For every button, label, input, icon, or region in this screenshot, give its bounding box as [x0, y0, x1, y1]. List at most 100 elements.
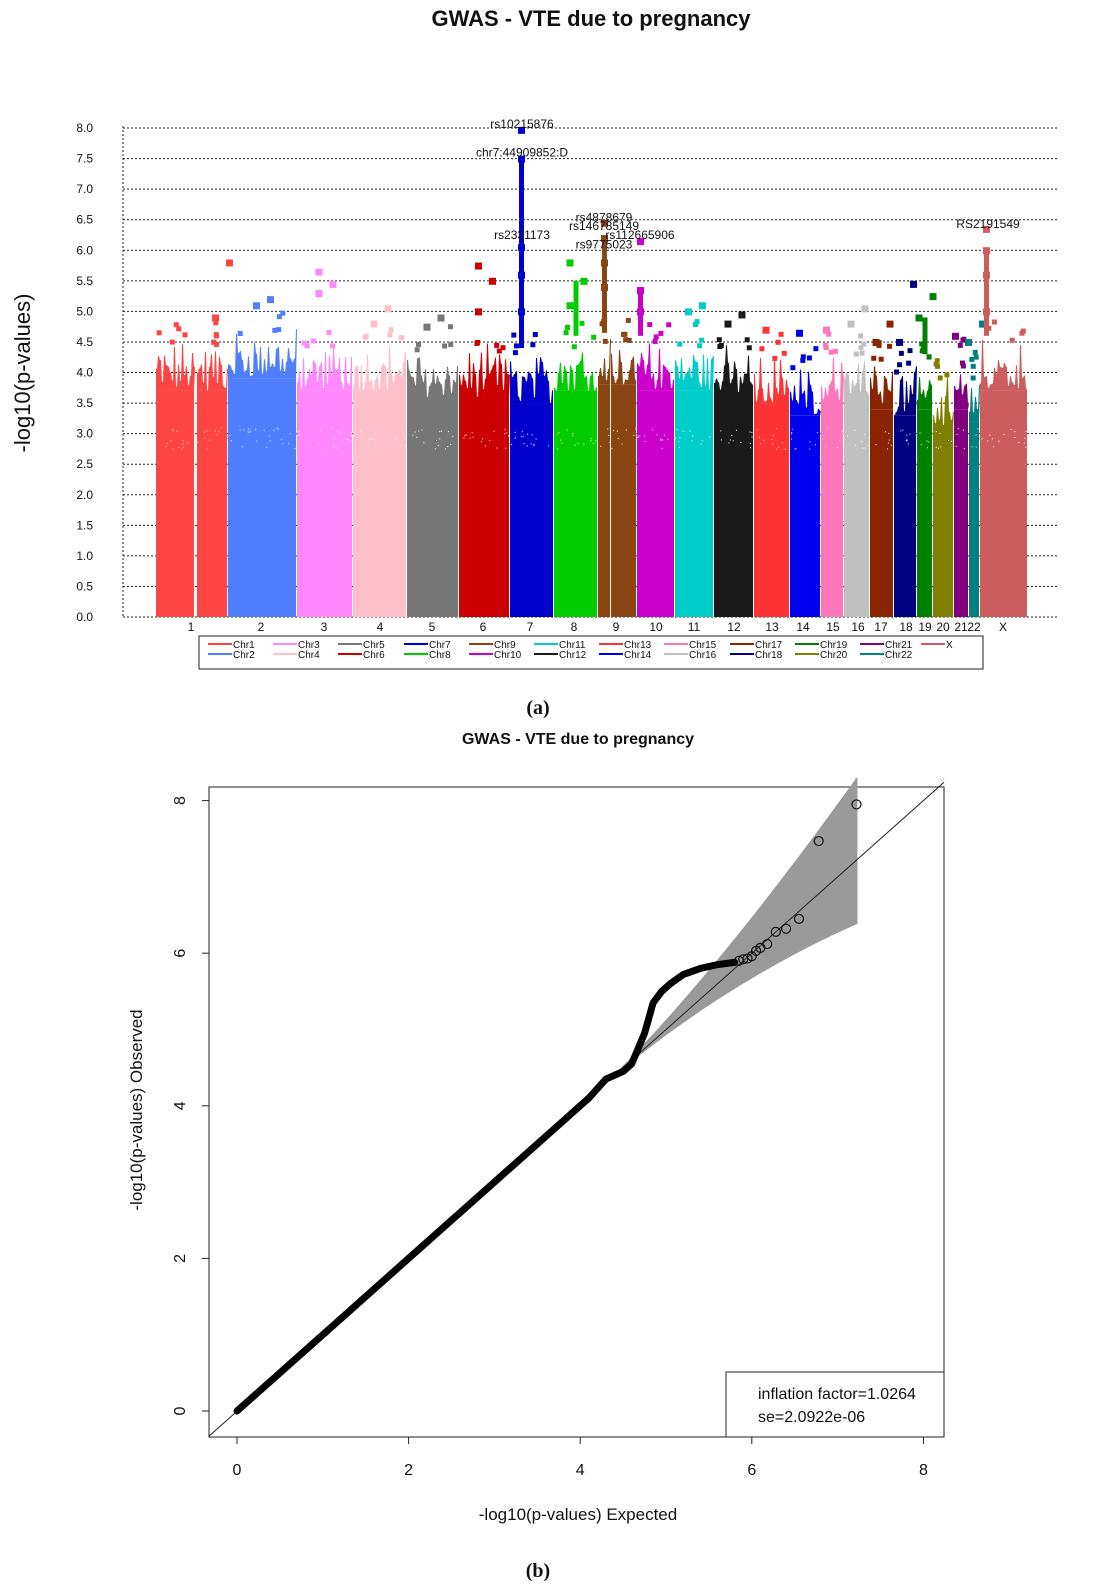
- chromosome-4-point: [388, 327, 394, 333]
- chromosome-15-point: [832, 348, 838, 354]
- chromosome-6-top: [459, 343, 510, 397]
- chromosome-16-point: [858, 333, 864, 339]
- chromosome-9-top: [598, 339, 611, 385]
- manhattan-y-tick-label: 7.5: [76, 152, 93, 166]
- chromosome-13-body: [754, 403, 789, 617]
- chromosome-8-point: [565, 324, 571, 330]
- snp-annotation: chr7:44909852:D: [476, 146, 568, 160]
- chromosome-17-speck: [887, 442, 889, 444]
- chromosome-8-top: [554, 352, 597, 391]
- chromosome-7-speck: [523, 443, 525, 445]
- chromosome-8-point: [579, 320, 585, 326]
- chromosome-6-speck: [465, 434, 467, 436]
- chromosome-4-speck: [404, 438, 406, 440]
- chromosome-22-hit: [979, 320, 986, 328]
- chromosome-4-speck: [372, 438, 374, 440]
- chromosome-X-speck: [993, 446, 995, 448]
- chromosome-12-speck: [740, 441, 742, 443]
- chromosome-1-speck: [172, 448, 174, 450]
- chromosome-2-body: [228, 378, 296, 617]
- chromosome-1-point: [169, 339, 175, 345]
- chromosome-7-speck: [514, 431, 516, 433]
- chromosome-11-point: [694, 319, 700, 325]
- chromosome-20-speck: [939, 432, 941, 434]
- chromosome-11-top: [675, 354, 714, 391]
- chromosome-4-speck: [373, 439, 375, 441]
- chromosome-2-speck: [281, 438, 283, 440]
- chromosome-17-speck: [892, 436, 894, 438]
- chromosome-10-speck: [663, 434, 665, 436]
- chromosome-19-hit: [929, 293, 937, 301]
- chromosome-22-top: [969, 384, 980, 422]
- qq-x-tick-label: 4: [576, 1462, 585, 1479]
- qq-y-tick-label: 8: [172, 796, 189, 805]
- chromosome-9-column: [602, 238, 607, 330]
- chromosome-3-speck: [331, 427, 333, 429]
- chromosome-X-points: [980, 225, 1027, 617]
- chromosome-18-speck: [900, 430, 902, 432]
- chromosome-2-speck: [256, 440, 258, 442]
- chromosome-6-speck: [464, 435, 466, 437]
- chromosome-6-speck: [489, 439, 491, 441]
- chromosome-4-point: [362, 334, 368, 340]
- chromosome-7-hit: [518, 126, 525, 134]
- chromosome-19-speck: [926, 440, 928, 442]
- chromosome-10-speck: [656, 434, 658, 436]
- chromosome-16-body: [844, 396, 869, 617]
- chromosome-11-point: [677, 341, 683, 347]
- chromosome-15-speck: [836, 447, 838, 449]
- chromosome-10-speck: [652, 429, 654, 431]
- chromosome-1-point: [176, 326, 182, 332]
- chromosome-9-hit: [601, 219, 608, 227]
- chromosome-9-speck: [600, 445, 602, 447]
- chromosome-20-points: [933, 358, 954, 617]
- chromosome-3-point: [301, 340, 307, 346]
- chromosome-2-point: [237, 330, 243, 336]
- chromosome-5-speck: [414, 431, 416, 433]
- chromosome-13-point: [759, 346, 765, 352]
- chromosome-14-point: [806, 355, 812, 361]
- chromosome-7-speck: [526, 445, 528, 447]
- chromosome-8-point: [563, 330, 569, 336]
- chromosome-22-point: [970, 363, 976, 369]
- chromosome-12-speck: [729, 439, 731, 441]
- chromosome-9-body: [598, 384, 610, 617]
- chromosome-8-speck: [574, 444, 576, 446]
- manhattan-x-tick-label: 2: [258, 620, 265, 634]
- chromosome-9-speck: [608, 435, 610, 437]
- chromosome-19-column: [922, 317, 928, 355]
- chromosome-3-speck: [303, 445, 305, 447]
- chromosome-22-point: [970, 375, 976, 381]
- chromosome-14-point: [800, 357, 806, 363]
- chromosome-6-point: [475, 340, 481, 346]
- chromosome-7-point: [512, 350, 518, 356]
- chromosome-1-point: [182, 332, 188, 338]
- chromosome-3-speck: [351, 440, 353, 442]
- chromosome-X-speck: [998, 441, 1000, 443]
- chromosome-10-speck: [661, 447, 663, 449]
- chromosome-1-speck: [165, 446, 167, 448]
- qq-legend-box: [725, 1371, 945, 1438]
- manhattan-x-tick-label: 5: [429, 620, 436, 634]
- chromosome-13-hit: [762, 326, 770, 334]
- chromosome-15-speck: [841, 430, 843, 432]
- legend-label-Chr19: Chr19: [820, 640, 848, 651]
- qq-legend-inflation: inflation factor=1.0264: [758, 1386, 916, 1403]
- chromosome-13-speck: [760, 443, 762, 445]
- chromosome-14-speck: [791, 428, 793, 430]
- chromosome-6-speck: [505, 432, 507, 434]
- chromosome-2-speck: [239, 429, 241, 431]
- chromosome-22-hit: [965, 338, 972, 346]
- chromosome-5-speck: [412, 434, 414, 436]
- chromosome-19-body: [917, 409, 932, 617]
- chromosome-8-speck: [556, 433, 558, 435]
- manhattan-y-tick-label: 8.0: [76, 121, 93, 135]
- manhattan-y-tick-label: 2.0: [76, 488, 93, 502]
- chromosome-15-point: [823, 345, 829, 351]
- legend-label-Chr2: Chr2: [233, 650, 255, 661]
- chromosome-15-speck: [839, 439, 841, 441]
- chromosome-21-hit: [952, 332, 959, 340]
- chromosome-6-speck: [485, 445, 487, 447]
- qq-point: [793, 913, 805, 924]
- legend-label-Chr5: Chr5: [363, 640, 385, 651]
